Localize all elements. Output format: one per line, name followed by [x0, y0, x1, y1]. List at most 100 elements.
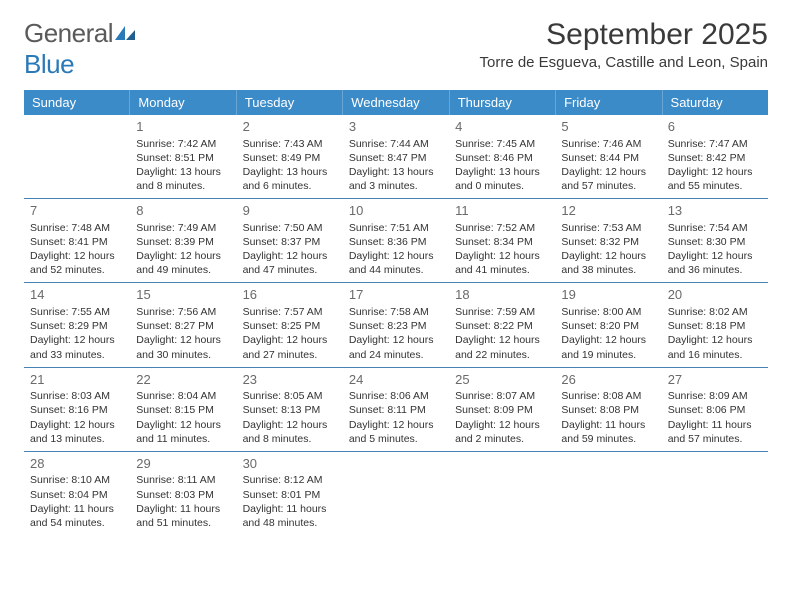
weekday-header: Monday: [130, 90, 236, 115]
sunset-line: Sunset: 8:29 PM: [30, 319, 124, 333]
sunset-line: Sunset: 8:32 PM: [561, 235, 655, 249]
sunset-line: Sunset: 8:25 PM: [243, 319, 337, 333]
calendar-day: 18Sunrise: 7:59 AMSunset: 8:22 PMDayligh…: [449, 283, 555, 366]
day-number: 26: [561, 371, 655, 389]
sunset-line: Sunset: 8:34 PM: [455, 235, 549, 249]
daylight-line: Daylight: 12 hours and 13 minutes.: [30, 418, 124, 446]
sunrise-line: Sunrise: 7:55 AM: [30, 305, 124, 319]
sunrise-line: Sunrise: 7:44 AM: [349, 137, 443, 151]
daylight-line: Daylight: 12 hours and 36 minutes.: [668, 249, 762, 277]
sunset-line: Sunset: 8:36 PM: [349, 235, 443, 249]
calendar-day: 20Sunrise: 8:02 AMSunset: 8:18 PMDayligh…: [662, 283, 768, 366]
daylight-line: Daylight: 12 hours and 52 minutes.: [30, 249, 124, 277]
day-number: 28: [30, 455, 124, 473]
daylight-line: Daylight: 12 hours and 41 minutes.: [455, 249, 549, 277]
calendar-day: 3Sunrise: 7:44 AMSunset: 8:47 PMDaylight…: [343, 115, 449, 198]
daylight-line: Daylight: 11 hours and 51 minutes.: [136, 502, 230, 530]
calendar-day: 24Sunrise: 8:06 AMSunset: 8:11 PMDayligh…: [343, 368, 449, 451]
daylight-line: Daylight: 12 hours and 5 minutes.: [349, 418, 443, 446]
weekday-header: Wednesday: [343, 90, 449, 115]
sunset-line: Sunset: 8:01 PM: [243, 488, 337, 502]
location: Torre de Esgueva, Castille and Leon, Spa…: [479, 54, 768, 71]
day-number: 14: [30, 286, 124, 304]
day-number: 19: [561, 286, 655, 304]
logo-text: GeneralBlue: [24, 18, 137, 80]
sunrise-line: Sunrise: 8:04 AM: [136, 389, 230, 403]
sunrise-line: Sunrise: 7:49 AM: [136, 221, 230, 235]
daylight-line: Daylight: 12 hours and 2 minutes.: [455, 418, 549, 446]
sunset-line: Sunset: 8:49 PM: [243, 151, 337, 165]
sunset-line: Sunset: 8:15 PM: [136, 403, 230, 417]
title-block: September 2025 Torre de Esgueva, Castill…: [479, 18, 768, 71]
sunset-line: Sunset: 8:39 PM: [136, 235, 230, 249]
day-number: 27: [668, 371, 762, 389]
day-number: 8: [136, 202, 230, 220]
sunset-line: Sunset: 8:44 PM: [561, 151, 655, 165]
header: GeneralBlue September 2025 Torre de Esgu…: [24, 18, 768, 80]
calendar-day: [343, 452, 449, 535]
day-number: 13: [668, 202, 762, 220]
weekday-header: Thursday: [450, 90, 556, 115]
sunset-line: Sunset: 8:11 PM: [349, 403, 443, 417]
sunset-line: Sunset: 8:41 PM: [30, 235, 124, 249]
calendar-day: 1Sunrise: 7:42 AMSunset: 8:51 PMDaylight…: [130, 115, 236, 198]
logo-sail-icon: [113, 24, 137, 42]
sunrise-line: Sunrise: 7:52 AM: [455, 221, 549, 235]
calendar-day: 27Sunrise: 8:09 AMSunset: 8:06 PMDayligh…: [662, 368, 768, 451]
daylight-line: Daylight: 12 hours and 55 minutes.: [668, 165, 762, 193]
day-number: 29: [136, 455, 230, 473]
day-number: 11: [455, 202, 549, 220]
calendar-week: 28Sunrise: 8:10 AMSunset: 8:04 PMDayligh…: [24, 452, 768, 535]
month-title: September 2025: [479, 18, 768, 52]
calendar-week: 21Sunrise: 8:03 AMSunset: 8:16 PMDayligh…: [24, 368, 768, 452]
day-number: 17: [349, 286, 443, 304]
day-number: 1: [136, 118, 230, 136]
sunrise-line: Sunrise: 8:05 AM: [243, 389, 337, 403]
day-number: 9: [243, 202, 337, 220]
sunset-line: Sunset: 8:18 PM: [668, 319, 762, 333]
daylight-line: Daylight: 12 hours and 27 minutes.: [243, 333, 337, 361]
weekday-header: Tuesday: [237, 90, 343, 115]
calendar-day: 29Sunrise: 8:11 AMSunset: 8:03 PMDayligh…: [130, 452, 236, 535]
sunrise-line: Sunrise: 7:57 AM: [243, 305, 337, 319]
calendar-day: [662, 452, 768, 535]
daylight-line: Daylight: 12 hours and 22 minutes.: [455, 333, 549, 361]
sunrise-line: Sunrise: 7:46 AM: [561, 137, 655, 151]
daylight-line: Daylight: 12 hours and 19 minutes.: [561, 333, 655, 361]
daylight-line: Daylight: 12 hours and 8 minutes.: [243, 418, 337, 446]
day-number: 18: [455, 286, 549, 304]
day-number: 3: [349, 118, 443, 136]
calendar-day: 21Sunrise: 8:03 AMSunset: 8:16 PMDayligh…: [24, 368, 130, 451]
daylight-line: Daylight: 13 hours and 6 minutes.: [243, 165, 337, 193]
calendar-day: 4Sunrise: 7:45 AMSunset: 8:46 PMDaylight…: [449, 115, 555, 198]
sunset-line: Sunset: 8:20 PM: [561, 319, 655, 333]
day-number: 12: [561, 202, 655, 220]
calendar-body: 1Sunrise: 7:42 AMSunset: 8:51 PMDaylight…: [24, 115, 768, 535]
calendar-day: 6Sunrise: 7:47 AMSunset: 8:42 PMDaylight…: [662, 115, 768, 198]
sunset-line: Sunset: 8:08 PM: [561, 403, 655, 417]
calendar-day: 2Sunrise: 7:43 AMSunset: 8:49 PMDaylight…: [237, 115, 343, 198]
sunrise-line: Sunrise: 7:50 AM: [243, 221, 337, 235]
sunrise-line: Sunrise: 7:58 AM: [349, 305, 443, 319]
weekday-header: Saturday: [663, 90, 768, 115]
sunset-line: Sunset: 8:42 PM: [668, 151, 762, 165]
calendar-day: 5Sunrise: 7:46 AMSunset: 8:44 PMDaylight…: [555, 115, 661, 198]
sunset-line: Sunset: 8:30 PM: [668, 235, 762, 249]
daylight-line: Daylight: 12 hours and 49 minutes.: [136, 249, 230, 277]
day-number: 24: [349, 371, 443, 389]
day-number: 10: [349, 202, 443, 220]
calendar-day: 13Sunrise: 7:54 AMSunset: 8:30 PMDayligh…: [662, 199, 768, 282]
day-number: 6: [668, 118, 762, 136]
daylight-line: Daylight: 12 hours and 11 minutes.: [136, 418, 230, 446]
sunset-line: Sunset: 8:16 PM: [30, 403, 124, 417]
day-number: 15: [136, 286, 230, 304]
daylight-line: Daylight: 12 hours and 33 minutes.: [30, 333, 124, 361]
sunrise-line: Sunrise: 7:43 AM: [243, 137, 337, 151]
calendar-week: 14Sunrise: 7:55 AMSunset: 8:29 PMDayligh…: [24, 283, 768, 367]
logo-word-1: General: [24, 18, 113, 48]
calendar-day: 16Sunrise: 7:57 AMSunset: 8:25 PMDayligh…: [237, 283, 343, 366]
sunrise-line: Sunrise: 7:51 AM: [349, 221, 443, 235]
sunset-line: Sunset: 8:51 PM: [136, 151, 230, 165]
sunrise-line: Sunrise: 7:45 AM: [455, 137, 549, 151]
sunrise-line: Sunrise: 7:48 AM: [30, 221, 124, 235]
